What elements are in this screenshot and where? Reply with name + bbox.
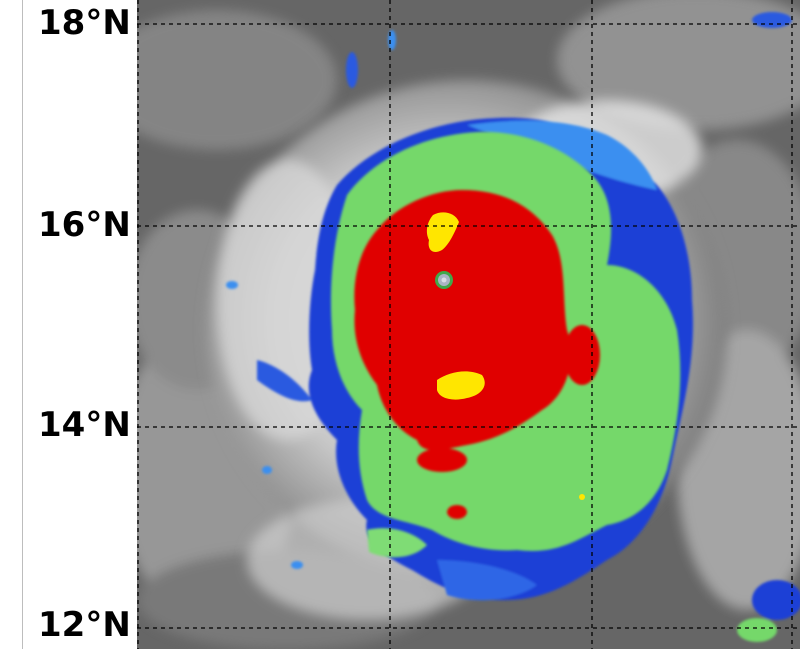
latitude-label-18n: 18°N xyxy=(38,3,131,43)
coldest-tops-yellow xyxy=(426,212,585,500)
cyclone-ir-imagery xyxy=(137,0,800,649)
panel-edge-line xyxy=(22,0,23,649)
latitude-label-12n: 12°N xyxy=(38,605,131,645)
latitude-axis-panel: 18°N 16°N 14°N 12°N xyxy=(0,0,137,649)
storm-eye xyxy=(435,271,453,289)
latitude-label-16n: 16°N xyxy=(38,205,131,245)
satellite-image xyxy=(137,0,800,649)
lat-lon-grid xyxy=(137,0,800,649)
latitude-label-14n: 14°N xyxy=(38,405,131,445)
deep-convection-red-core xyxy=(354,190,600,519)
